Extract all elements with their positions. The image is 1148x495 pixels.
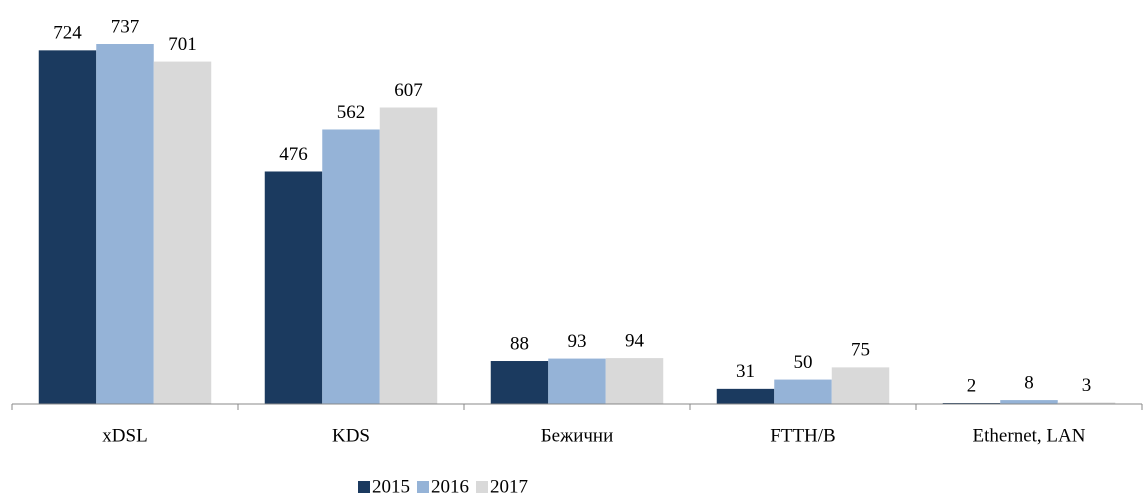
value-label: 94 [625,330,645,351]
bar [1000,400,1058,404]
value-label: 31 [736,361,755,382]
x-tick-label: Ethernet, LAN [973,425,1086,446]
x-tick-label: KDS [332,425,370,446]
value-label: 724 [53,23,82,44]
x-tick-label: FTTH/B [770,425,835,446]
bar [605,358,664,404]
bar [831,367,890,404]
bar [490,361,549,404]
bar [716,388,775,404]
legend-swatch [358,481,370,493]
value-label: 476 [279,144,308,165]
value-label: 8 [1024,372,1034,393]
legend-swatch [417,481,429,493]
value-label: 88 [510,333,529,354]
value-label: 50 [794,352,813,373]
bar [322,129,380,404]
legend-label: 2015 [372,476,410,495]
legend-label: 2016 [431,476,469,495]
x-tick-label: Бежични [541,425,614,446]
bar [38,50,97,404]
legend-swatch [476,481,488,493]
bar [548,358,606,404]
bar [96,44,154,404]
bar [264,171,323,404]
bar [153,61,212,404]
value-label: 737 [111,16,140,37]
value-label: 701 [168,34,197,55]
value-label: 607 [394,80,423,101]
bar [1057,402,1116,404]
legend-label: 2017 [490,476,528,495]
x-tick-label: xDSL [102,425,147,446]
value-label: 3 [1082,375,1092,396]
value-label: 93 [568,331,587,352]
bar [379,107,438,405]
value-label: 2 [967,375,977,396]
value-label: 75 [851,340,870,361]
value-label: 562 [337,102,366,123]
bar [774,379,832,404]
